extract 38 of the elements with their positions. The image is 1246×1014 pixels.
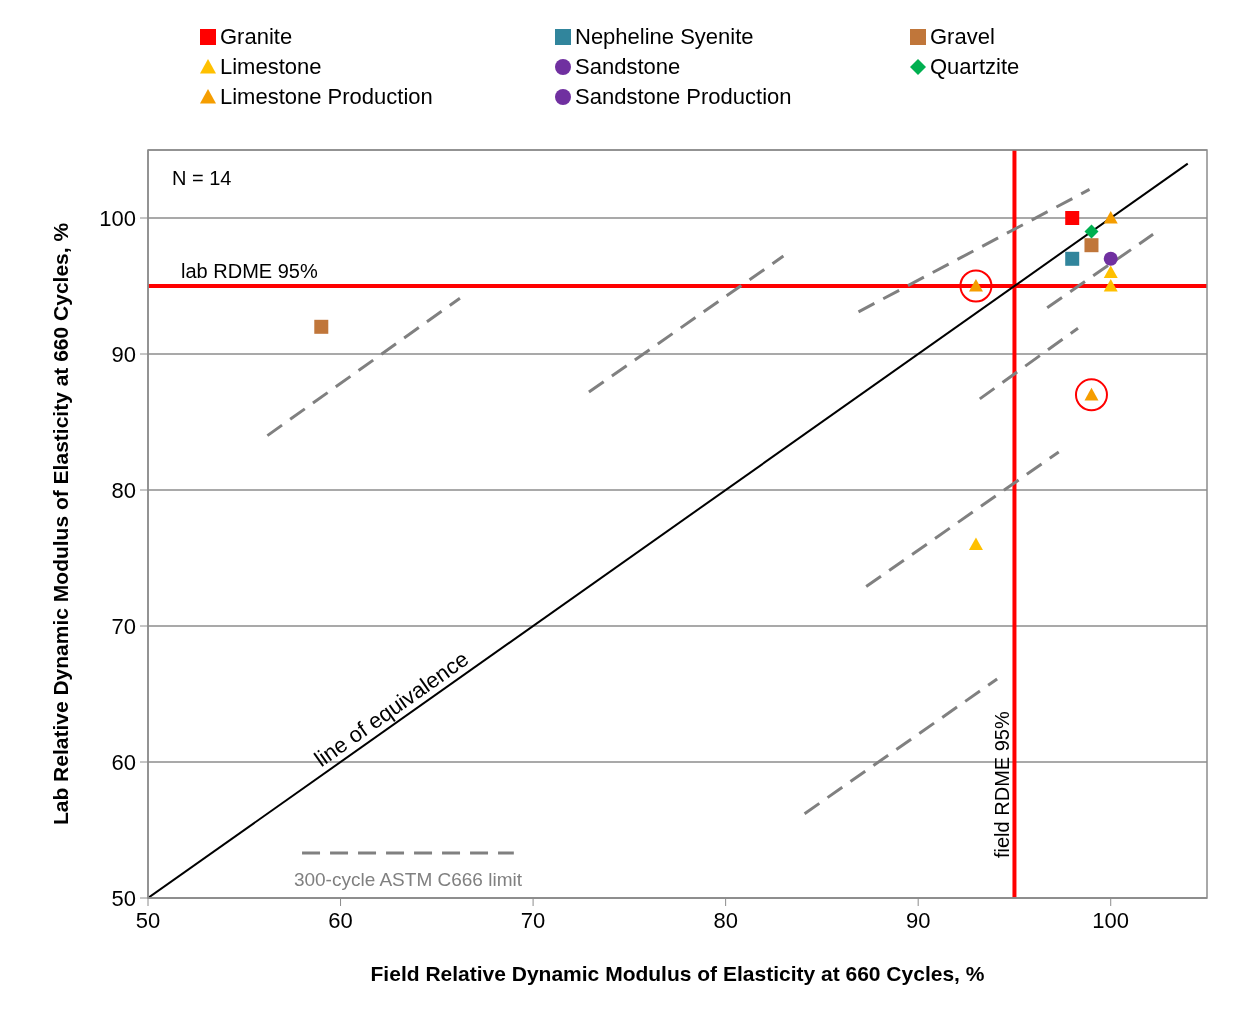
point: [1065, 211, 1080, 225]
x-tick-label: 50: [135, 907, 161, 933]
y-tick-label: 60: [111, 749, 136, 775]
x-tick-label: 90: [905, 907, 931, 933]
annotation: N = 14: [172, 167, 232, 189]
point: [314, 319, 329, 334]
ref-line-label: field RDME 95%: [991, 711, 1014, 858]
legend-label: Nepheline Syenite: [575, 24, 754, 50]
legend-label: Sandstone: [575, 54, 681, 80]
x-tick-label: 80: [713, 907, 738, 933]
y-tick-label: 50: [111, 885, 136, 911]
point: [1074, 378, 1108, 412]
text: 300-cycle ASTM C666 limit: [293, 869, 523, 890]
legend-label: Limestone Production: [220, 84, 433, 110]
legend-label: Granite: [220, 24, 293, 50]
point: [968, 537, 983, 550]
x-tick-label: 100: [1092, 907, 1130, 933]
y-tick-label: 100: [99, 205, 136, 231]
point: [1103, 211, 1118, 224]
point: [1103, 265, 1118, 278]
x-tick-label: 60: [328, 907, 353, 933]
point: [959, 269, 993, 303]
ref-line-label: lab RDME 95%: [181, 260, 318, 282]
y-tick-label: 70: [111, 613, 136, 639]
legend-label: Gravel: [930, 24, 995, 50]
point: [1084, 238, 1099, 253]
y-tick-label: 80: [111, 477, 136, 503]
point: [1103, 279, 1118, 292]
point: [1065, 251, 1080, 266]
x-tick-label: 70: [520, 907, 546, 933]
point: [1103, 251, 1118, 266]
point: [1084, 224, 1099, 239]
legend-label: Quartzite: [930, 54, 1020, 80]
x-axis-title: Field Relative Dynamic Modulus of Elasticity at 660 Cycles, %: [370, 962, 985, 985]
y-axis-title: Lab Relative Dynamic Modulus of Elasticity at 660 Cycles, %: [49, 222, 72, 826]
legend-label: Limestone: [220, 54, 322, 80]
legend-label: Sandstone Production: [575, 84, 792, 110]
y-tick-label: 90: [111, 341, 136, 367]
